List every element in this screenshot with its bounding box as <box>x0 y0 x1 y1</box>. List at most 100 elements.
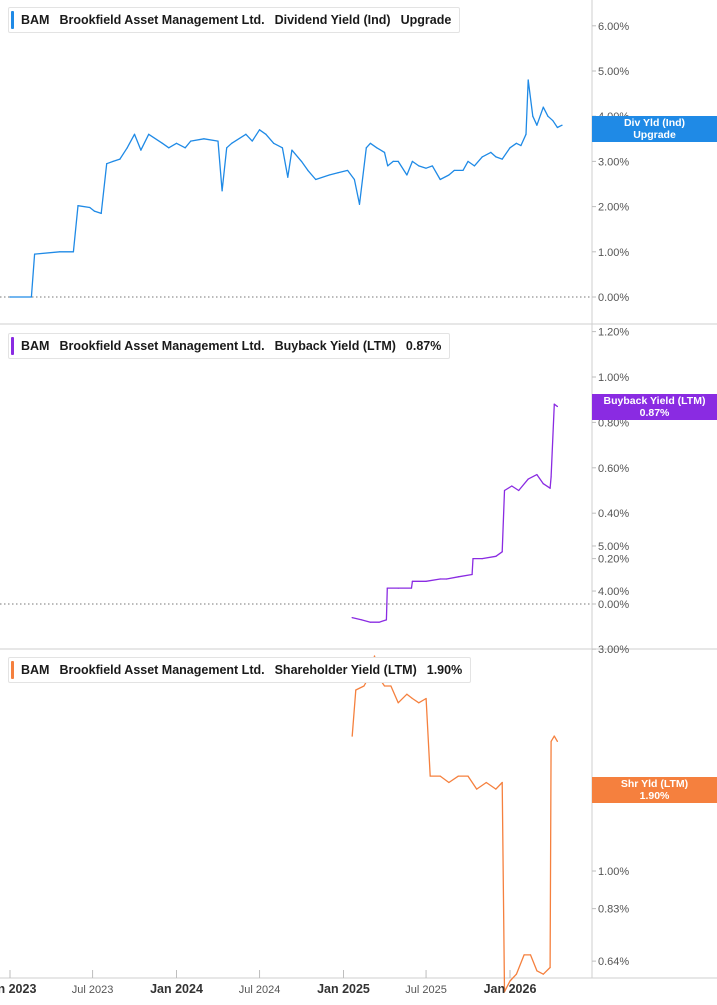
data-point <box>245 133 247 135</box>
y-tick-label: 4.00% <box>598 586 629 598</box>
data-point <box>429 775 431 777</box>
data-point <box>406 174 408 176</box>
x-tick-label: Jul 2024 <box>239 984 281 996</box>
data-point <box>410 587 413 589</box>
data-point <box>457 576 460 578</box>
data-point <box>392 160 394 162</box>
data-point <box>547 115 549 117</box>
y-tick-label: 1.20% <box>598 327 629 339</box>
data-point <box>140 149 142 151</box>
data-point <box>383 685 386 687</box>
legend-metric: Dividend Yield (Ind) <box>274 13 391 27</box>
data-point <box>467 775 469 777</box>
legend-metric: Shareholder Yield (LTM) <box>274 663 417 677</box>
data-point <box>556 126 559 129</box>
legend-ticker: BAM <box>21 339 50 353</box>
tag-line2: 0.87% <box>639 407 670 419</box>
data-point <box>549 487 551 489</box>
data-point <box>501 158 503 160</box>
data-point <box>231 142 233 144</box>
data-point <box>351 617 353 619</box>
data-point <box>425 167 427 169</box>
data-point <box>467 160 469 162</box>
data-point <box>9 296 11 298</box>
data-point <box>281 147 283 149</box>
legend-ticker: BAM <box>21 13 50 27</box>
tag-line1: Buyback Yield (LTM) <box>603 395 706 407</box>
data-point <box>527 478 529 480</box>
data-point <box>418 165 420 167</box>
data-point <box>112 160 114 162</box>
data-point <box>532 115 534 117</box>
tag-line1: Div Yld (Ind) <box>623 117 686 129</box>
y-tick-label: 0.00% <box>598 599 629 611</box>
data-point <box>542 973 544 975</box>
data-point <box>77 205 79 207</box>
data-point <box>561 124 563 126</box>
y-tick-label: 0.20% <box>598 554 629 566</box>
data-point <box>418 702 420 704</box>
data-point <box>328 174 330 176</box>
legend-buyback[interactable]: BAM Brookfield Asset Management Ltd. Buy… <box>8 333 451 359</box>
buyback-yield-panel: 0.00% 0.20% 0.40% 0.60% 0.80% 1.00% 1.20% <box>0 327 629 623</box>
data-point <box>30 296 33 298</box>
data-point <box>351 735 353 737</box>
data-point <box>411 580 413 582</box>
legend-shareholder[interactable]: BAM Brookfield Asset Management Ltd. Sha… <box>8 657 472 683</box>
y-tick-label: 6.00% <box>598 21 629 33</box>
data-point <box>383 151 386 153</box>
y-tick-label: 3.00% <box>598 156 629 168</box>
data-point <box>369 142 372 144</box>
data-point <box>59 251 61 253</box>
x-tick-label: Jan 2024 <box>150 982 203 996</box>
buyback-value-tag: Buyback Yield (LTM) 0.87% <box>592 394 717 420</box>
legend-company: Brookfield Asset Management Ltd. <box>59 663 265 677</box>
data-point <box>536 124 538 126</box>
data-point <box>337 172 339 174</box>
data-point <box>217 140 219 142</box>
y-tick-label: 0.80% <box>598 417 629 429</box>
data-point <box>536 474 538 476</box>
data-point <box>542 106 544 108</box>
data-point <box>100 212 102 214</box>
data-point <box>258 129 261 131</box>
data-point <box>175 142 178 144</box>
data-point <box>471 573 473 576</box>
data-point <box>495 156 497 158</box>
data-point <box>397 587 399 589</box>
data-point <box>553 735 555 737</box>
data-point <box>190 140 192 142</box>
data-point <box>511 485 513 487</box>
data-point <box>556 405 559 408</box>
data-point <box>221 190 223 192</box>
y-tick-label: 1.00% <box>598 247 629 259</box>
data-point <box>453 169 455 172</box>
data-point <box>448 174 450 176</box>
y-tick-label: 1.00% <box>598 372 629 384</box>
data-point <box>315 178 317 181</box>
data-point <box>525 133 527 135</box>
data-point <box>457 775 460 777</box>
legend-value[interactable]: Upgrade <box>400 13 452 27</box>
data-point <box>119 158 121 160</box>
legend-dividend[interactable]: BAM Brookfield Asset Management Ltd. Div… <box>8 7 461 33</box>
data-point <box>439 178 441 181</box>
legend-swatch <box>11 337 14 355</box>
data-point <box>358 203 361 205</box>
data-point <box>439 775 441 777</box>
data-point <box>363 685 365 687</box>
legend-value: 1.90% <box>426 663 463 677</box>
data-point <box>411 697 413 700</box>
data-point <box>556 740 559 742</box>
data-point <box>550 740 552 742</box>
data-point <box>542 483 544 485</box>
data-point <box>307 169 309 172</box>
x-axis: Jan 2023 Jul 2023 Jan 2024 Jul 2024 Jan 2025… <box>0 970 536 996</box>
data-point <box>273 142 275 144</box>
data-point <box>385 619 387 621</box>
legend-metric: Buyback Yield (LTM) <box>274 339 396 353</box>
y-tick-label: 2.00% <box>598 202 629 214</box>
data-point <box>425 697 427 700</box>
data-point <box>495 788 497 790</box>
data-point <box>529 954 532 956</box>
